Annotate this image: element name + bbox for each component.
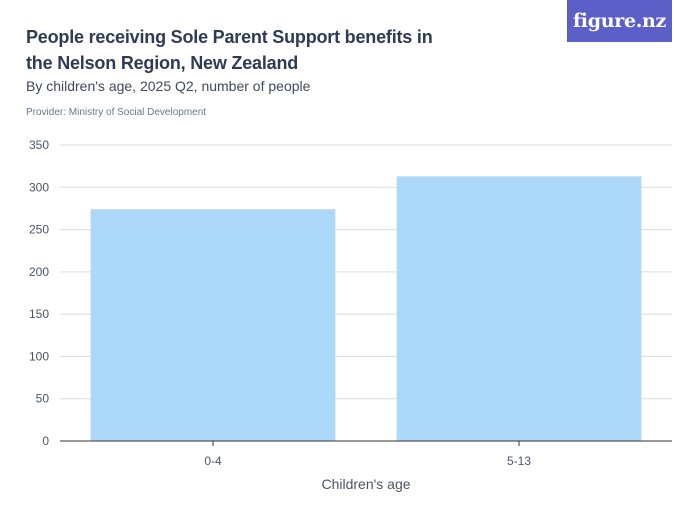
bar-0-4[interactable] xyxy=(90,209,336,441)
y-tick-label: 350 xyxy=(29,138,49,152)
data-provider: Provider: Ministry of Social Development xyxy=(26,107,207,118)
x-axis-ticks: 0-4 5-13 xyxy=(204,441,531,468)
chart-subtitle: By children's age, 2025 Q2, number of pe… xyxy=(26,78,311,94)
y-tick-label: 0 xyxy=(42,434,49,448)
y-tick-label: 300 xyxy=(29,180,49,194)
y-axis-ticks: 0 50 100 150 200 250 300 350 xyxy=(29,138,49,448)
y-tick-label: 200 xyxy=(29,265,49,279)
y-tick-label: 100 xyxy=(29,349,49,363)
figure-nz-logo[interactable]: figure.nz xyxy=(567,0,672,42)
y-tick-label: 250 xyxy=(29,223,49,237)
x-tick-label: 5-13 xyxy=(507,454,531,468)
x-axis-title: Children's age xyxy=(321,476,410,492)
y-tick-label: 50 xyxy=(36,392,50,406)
chart-title: People receiving Sole Parent Support ben… xyxy=(26,27,433,73)
x-tick-label: 0-4 xyxy=(204,454,222,468)
bars xyxy=(90,176,642,441)
y-tick-label: 150 xyxy=(29,307,49,321)
bar-5-13[interactable] xyxy=(396,176,642,441)
